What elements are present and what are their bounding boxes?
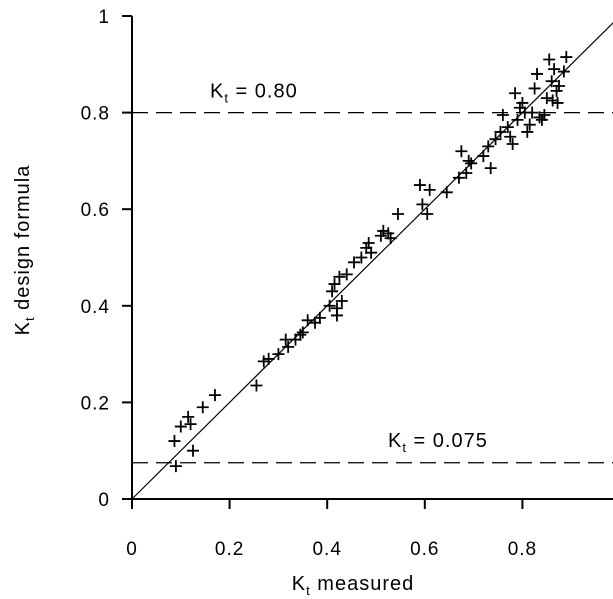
data-point	[452, 171, 465, 184]
data-point	[509, 87, 522, 100]
data-point	[355, 251, 368, 264]
data-point	[272, 348, 285, 361]
y-tick-label: 0.2	[81, 393, 110, 414]
threshold-layer: Kt = 0.80 Kt = 0.075	[132, 81, 613, 464]
data-point	[545, 75, 558, 88]
data-point	[196, 401, 209, 414]
data-point	[296, 326, 309, 339]
data-point	[328, 278, 341, 291]
data-point	[511, 113, 524, 126]
data-point	[169, 460, 182, 473]
data-point	[496, 109, 509, 122]
data-point	[528, 82, 541, 95]
data-point	[462, 154, 475, 167]
data-point	[553, 80, 565, 93]
data-point	[384, 232, 397, 245]
data-point	[531, 67, 544, 80]
data-point	[526, 106, 539, 119]
data-point	[326, 285, 339, 298]
data-point	[504, 130, 517, 143]
data-point	[174, 420, 187, 433]
data-point	[416, 198, 429, 211]
data-point	[521, 125, 534, 138]
data-point	[557, 65, 570, 78]
x-tick-label: 0.8	[508, 539, 537, 560]
data-point	[330, 309, 343, 322]
data-point	[168, 435, 181, 448]
data-point	[440, 186, 453, 199]
axis-titles: Kt measured Kt design formula	[12, 165, 414, 598]
x-tick-label: 0	[126, 539, 138, 560]
data-point	[184, 418, 197, 431]
data-point	[543, 53, 556, 66]
identity-line	[131, 22, 613, 500]
data-point	[348, 256, 361, 269]
data-point	[482, 140, 495, 153]
threshold-label: Kt = 0.80	[210, 81, 298, 106]
y-tick-label: 0.8	[81, 104, 110, 125]
data-point	[262, 352, 275, 365]
data-point	[187, 444, 199, 457]
data-point	[465, 157, 478, 170]
data-points	[168, 51, 573, 473]
data-point	[523, 118, 536, 131]
data-point	[484, 162, 497, 175]
y-tick-label: 1	[98, 7, 110, 28]
data-point	[362, 237, 375, 250]
data-point	[501, 121, 514, 134]
y-axis-title: Kt design formula	[12, 165, 37, 336]
data-point	[282, 340, 295, 353]
data-point	[250, 379, 263, 392]
data-point	[391, 208, 404, 221]
reference-layer	[131, 22, 613, 500]
x-tick-label: 0.2	[215, 539, 244, 560]
y-tick-label: 0.4	[81, 297, 110, 318]
data-point	[313, 311, 326, 324]
data-point	[494, 125, 507, 138]
threshold-label: Kt = 0.075	[388, 430, 488, 455]
data-point	[516, 96, 529, 109]
x-tick-label: 0.4	[312, 539, 341, 560]
data-point	[294, 328, 307, 341]
data-point	[455, 145, 468, 158]
x-axis-title: Kt measured	[292, 573, 414, 598]
data-point	[301, 314, 314, 327]
x-tick-label: 0.6	[410, 539, 439, 560]
data-point	[340, 268, 353, 281]
data-point	[560, 51, 573, 64]
data-point	[182, 410, 195, 423]
axes	[131, 16, 613, 500]
data-point	[551, 96, 564, 109]
data-point	[323, 299, 336, 312]
data-point	[548, 63, 561, 76]
data-point	[335, 294, 348, 307]
data-point	[538, 109, 551, 122]
data-point	[506, 137, 519, 150]
data-point	[421, 208, 434, 221]
data-point	[477, 150, 490, 163]
data-point	[460, 166, 473, 179]
data-point	[365, 246, 378, 259]
data-point	[540, 92, 553, 105]
data-point	[333, 270, 346, 283]
data-point	[423, 183, 436, 196]
data-point	[413, 179, 426, 192]
data-point	[208, 389, 221, 402]
y-tick-label: 0	[98, 490, 110, 511]
y-tick-label: 0.6	[81, 200, 110, 221]
data-point	[489, 133, 502, 146]
